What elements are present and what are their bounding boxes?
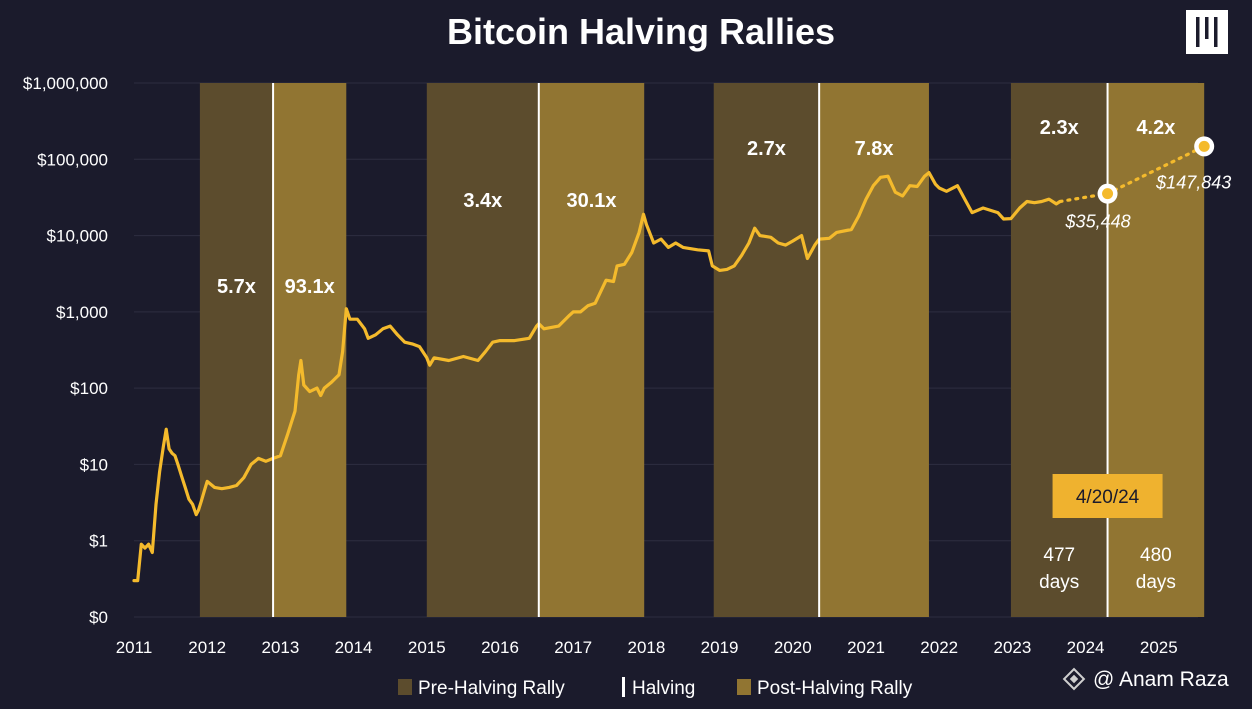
x-tick-label: 2017 [554, 638, 592, 657]
binance-diamond-icon [1062, 667, 1086, 691]
x-tick-label: 2018 [627, 638, 665, 657]
x-tick-label: 2011 [116, 638, 153, 657]
y-tick-label: $0 [89, 608, 108, 627]
x-tick-label: 2025 [1140, 638, 1178, 657]
legend-label: Pre-Halving Rally [418, 678, 565, 699]
rally-multiple-label: 4.2x [1136, 117, 1175, 139]
legend-label: Halving [632, 678, 695, 699]
x-tick-label: 2024 [1067, 638, 1105, 657]
pre-halving-band [199, 83, 274, 617]
rally-multiple-label: 2.7x [747, 138, 786, 160]
post-halving-band [1107, 83, 1205, 617]
y-tick-label: $1,000 [56, 303, 108, 322]
halving-date-box [1052, 474, 1163, 518]
y-tick-label: $10,000 [47, 227, 108, 246]
rally-multiples: 5.7x 93.1x 3.4x 30.1x 2.7x 7.8x 2.3x 4.2x [217, 117, 1175, 298]
legend-swatch-pre [398, 679, 412, 695]
post-halving-band [273, 83, 347, 617]
projection: $35,448 $147,843 [1058, 136, 1231, 232]
y-tick-label: $1 [89, 532, 108, 551]
diamond-outline [1062, 667, 1086, 691]
rally-multiple-label: 93.1x [285, 276, 335, 298]
projection-value-label: $35,448 [1065, 212, 1131, 232]
rally-multiple-label: 5.7x [217, 276, 256, 298]
projection-point-inner [1102, 188, 1114, 200]
days-label: days [1136, 572, 1176, 593]
halving-lines [272, 83, 1109, 617]
diamond-center [1069, 674, 1079, 684]
x-tick-label: 2012 [188, 638, 226, 657]
y-tick-label: $10 [80, 455, 108, 474]
x-tick-label: 2014 [335, 638, 373, 657]
y-tick-label: $100,000 [37, 150, 108, 169]
post-halving-band [538, 83, 645, 617]
y-tick-label: $100 [70, 379, 108, 398]
rally-bands [199, 83, 1205, 617]
legend-swatch-halving [622, 677, 625, 697]
x-tick-label: 2023 [993, 638, 1031, 657]
legend-label: Post-Halving Rally [757, 678, 913, 699]
annotations: 4/20/24 477 days 480 days [1039, 474, 1176, 593]
rally-multiple-label: 30.1x [566, 190, 616, 212]
x-tick-label: 2022 [920, 638, 958, 657]
rally-multiple-label: 2.3x [1040, 117, 1079, 139]
credit-text: @ Anam Raza [1093, 668, 1229, 691]
x-tick-label: 2020 [774, 638, 812, 657]
x-tick-label: 2019 [701, 638, 739, 657]
x-tick-label: 2015 [408, 638, 446, 657]
halving-date-label: 4/20/24 [1076, 487, 1140, 508]
projection-value-label: $147,843 [1155, 172, 1231, 192]
pre-halving-band [713, 83, 820, 617]
pre-halving-band [426, 83, 539, 617]
pre-halving-band [1010, 83, 1108, 617]
x-tick-label: 2021 [847, 638, 885, 657]
legend-swatch-post [737, 679, 751, 695]
rally-multiple-label: 7.8x [855, 138, 894, 160]
x-tick-label: 2016 [481, 638, 519, 657]
y-axis-ticks: $0 $1 $10 $100 $1,000 $10,000 $100,000 $1,000,0… [23, 74, 108, 627]
chart-title: Bitcoin Halving Rallies [447, 11, 835, 52]
projection-point-inner [1198, 140, 1210, 152]
days-label: 480 [1140, 545, 1172, 566]
x-tick-label: 2013 [261, 638, 299, 657]
post-halving-band [819, 83, 929, 617]
legend: Pre-Halving Rally Halving Post-Halving Ral… [398, 677, 913, 699]
credit: @ Anam Raza [1062, 667, 1229, 691]
y-tick-label: $1,000,000 [23, 74, 108, 93]
brand-logo-icon [1186, 10, 1228, 54]
rally-multiple-label: 3.4x [463, 190, 502, 212]
x-axis-ticks: 2011 2012 2013 2014 2015 2016 2017 2018 2019 2020… [116, 638, 1178, 657]
days-label: 477 [1043, 545, 1075, 566]
days-label: days [1039, 572, 1079, 593]
